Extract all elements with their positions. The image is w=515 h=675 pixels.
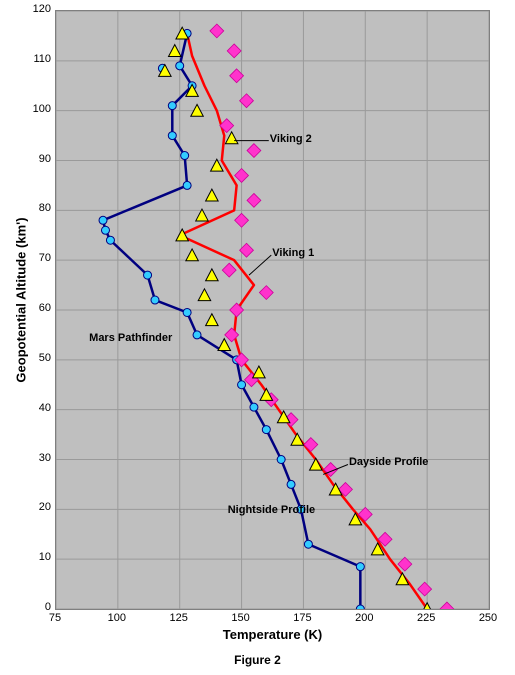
x-tick-label: 100 [105, 612, 129, 624]
chart-container: Geopotential Altitude (km') Temperature … [0, 0, 515, 675]
y-tick-label: 70 [25, 252, 51, 264]
chart-annotation: Mars Pathfinder [89, 332, 172, 344]
x-tick-label: 175 [290, 612, 314, 624]
x-tick-label: 75 [43, 612, 67, 624]
y-tick-label: 30 [25, 452, 51, 464]
figure-caption: Figure 2 [0, 653, 515, 667]
chart-annotation: Nightside Profile [228, 504, 315, 516]
y-tick-label: 0 [25, 601, 51, 613]
y-tick-label: 100 [25, 103, 51, 115]
x-tick-label: 200 [352, 612, 376, 624]
plot-svg [56, 11, 489, 609]
chart-annotation: Dayside Profile [349, 456, 428, 468]
y-tick-label: 80 [25, 202, 51, 214]
y-tick-label: 110 [25, 53, 51, 65]
x-tick-label: 250 [476, 612, 500, 624]
y-tick-label: 20 [25, 501, 51, 513]
y-tick-label: 10 [25, 551, 51, 563]
chart-annotation: Viking 2 [270, 133, 312, 145]
y-tick-label: 90 [25, 153, 51, 165]
y-tick-label: 40 [25, 402, 51, 414]
y-tick-label: 120 [25, 3, 51, 15]
chart-annotation: Viking 1 [272, 247, 314, 259]
x-tick-label: 225 [414, 612, 438, 624]
plot-area [55, 10, 490, 610]
y-tick-label: 60 [25, 302, 51, 314]
y-tick-label: 50 [25, 352, 51, 364]
x-tick-label: 125 [167, 612, 191, 624]
x-tick-label: 150 [229, 612, 253, 624]
x-axis-label: Temperature (K) [55, 627, 490, 642]
